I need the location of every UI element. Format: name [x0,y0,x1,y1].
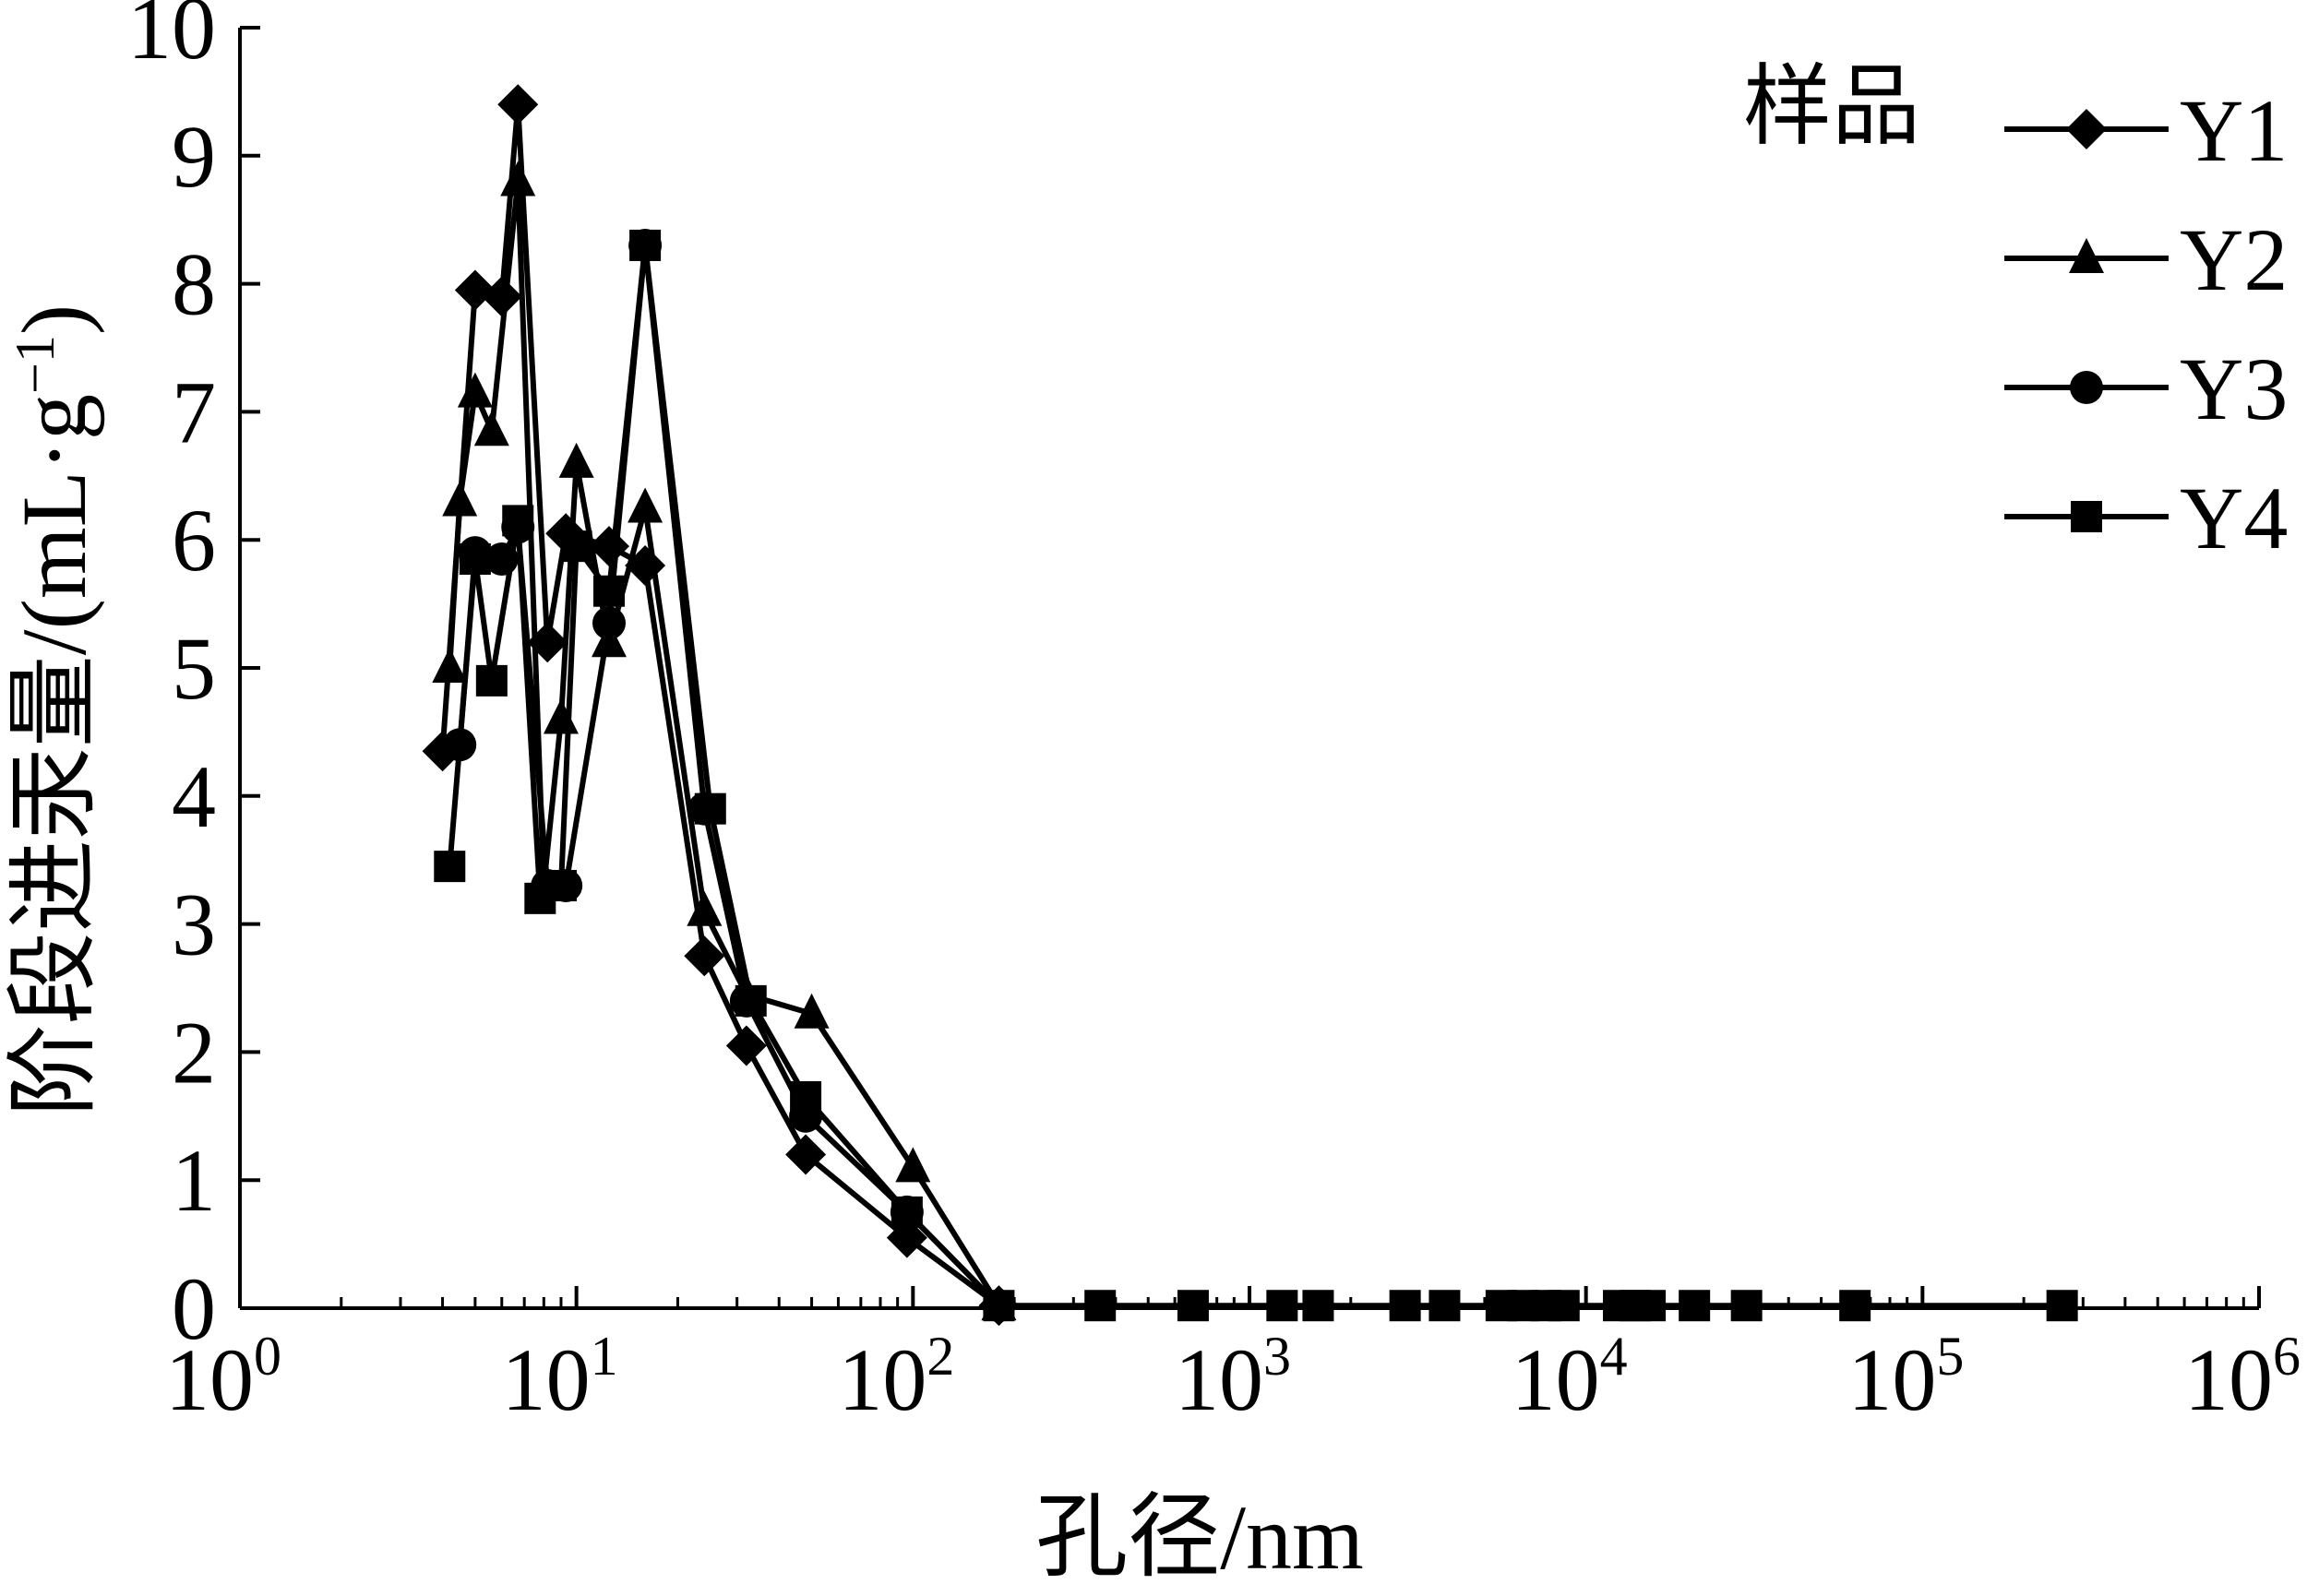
x-tick-label: 103 [1175,1326,1291,1429]
legend-marker-y4 [2071,501,2102,532]
data-point-y1 [684,935,725,977]
data-point-y4 [459,543,491,576]
legend-marker-y3 [2070,371,2103,404]
x-tick-label: 105 [1847,1326,1964,1429]
data-point-y4 [502,505,534,537]
y-tick-label: 8 [172,235,216,334]
data-point-y1 [497,84,539,125]
data-point-y1 [725,1025,767,1066]
y-tick-label: 2 [172,1003,216,1102]
series-y1 [422,84,1020,1327]
x-tick-label: 106 [2184,1326,2301,1429]
series-y3 [443,228,1016,1323]
data-point-y4 [1428,1290,1461,1322]
data-point-y4 [1389,1290,1421,1322]
y-axis-title-sup: −1 [5,335,66,394]
data-point-y2 [543,698,579,734]
data-point-y4 [1177,1290,1209,1322]
legend-label-y4: Y4 [2180,469,2288,567]
data-point-y4 [735,984,767,1017]
series-line-y1 [439,101,1001,1308]
x-tick-label: 102 [838,1326,954,1429]
data-point-y2 [628,487,663,523]
y-axis-title-close: ) [3,304,105,335]
series-layer [422,84,2078,1327]
data-point-y4 [475,664,508,697]
data-point-y4 [790,1080,822,1113]
data-point-y4 [1634,1290,1667,1322]
data-point-y1 [785,1134,827,1175]
data-point-y4 [1302,1290,1334,1322]
y-tick-label: 5 [172,619,216,718]
y-tick-label: 1 [172,1131,216,1230]
series-y2 [432,161,1017,1321]
x-tick-label: 100 [165,1326,281,1429]
data-point-y2 [457,372,493,408]
data-point-y4 [891,1196,923,1228]
data-point-y2 [442,481,478,517]
data-point-y3 [592,606,627,640]
legend: 样品 Y1 Y2 Y3 Y4 [1743,57,2288,567]
data-point-y2 [895,1147,931,1183]
legend-label-y1: Y1 [2180,81,2288,180]
y-tick-label: 7 [172,363,216,461]
axes: 0 1 2 3 4 5 6 7 8 9 10 100 101 102 103 104 105 106 [127,0,2301,1429]
series-line-y3 [457,242,1001,1308]
data-point-y2 [500,161,536,197]
data-point-y4 [1679,1290,1711,1322]
x-tick-label: 104 [1512,1326,1628,1429]
data-point-y4 [544,869,577,901]
data-point-y4 [560,530,592,563]
data-point-y4 [593,575,626,607]
data-point-y4 [2046,1290,2078,1322]
y-axis-title-main: 阶段进汞量/(mL·g [3,394,105,1116]
data-point-y4 [629,229,662,261]
legend-label-y3: Y3 [2180,339,2288,438]
data-point-y2 [794,993,830,1029]
data-point-y4 [434,851,466,883]
data-point-y4 [694,792,726,825]
series-y4 [434,229,2078,1322]
data-point-y4 [1839,1290,1871,1322]
data-point-y4 [1548,1290,1580,1322]
series-line-y4 [447,242,2062,1309]
data-point-y1 [481,276,522,317]
y-tick-label: 0 [172,1259,216,1358]
data-point-y2 [558,442,594,478]
legend-title: 样品 [1743,57,1920,156]
data-point-y4 [1084,1290,1117,1322]
y-tick-label: 6 [172,491,216,590]
data-point-y2 [687,890,723,926]
legend-marker-y1 [2066,109,2107,149]
y-tick-label: 10 [127,0,216,77]
data-point-y4 [983,1290,1015,1322]
x-tick-label: 101 [502,1326,618,1429]
y-axis-title: 阶段进汞量/(mL·g−1) [3,304,105,1116]
y-tick-label: 9 [172,107,216,206]
x-axis-title: 孔径/nm [1035,1486,1364,1589]
y-tick-label: 3 [172,875,216,974]
legend-label-y2: Y2 [2180,210,2288,309]
data-point-y2 [473,411,509,447]
data-point-y2 [432,648,468,683]
data-point-y4 [1730,1290,1763,1322]
legend-marker-y2 [2069,238,2104,273]
y-tick-label: 4 [172,747,216,846]
data-point-y4 [1266,1290,1298,1322]
